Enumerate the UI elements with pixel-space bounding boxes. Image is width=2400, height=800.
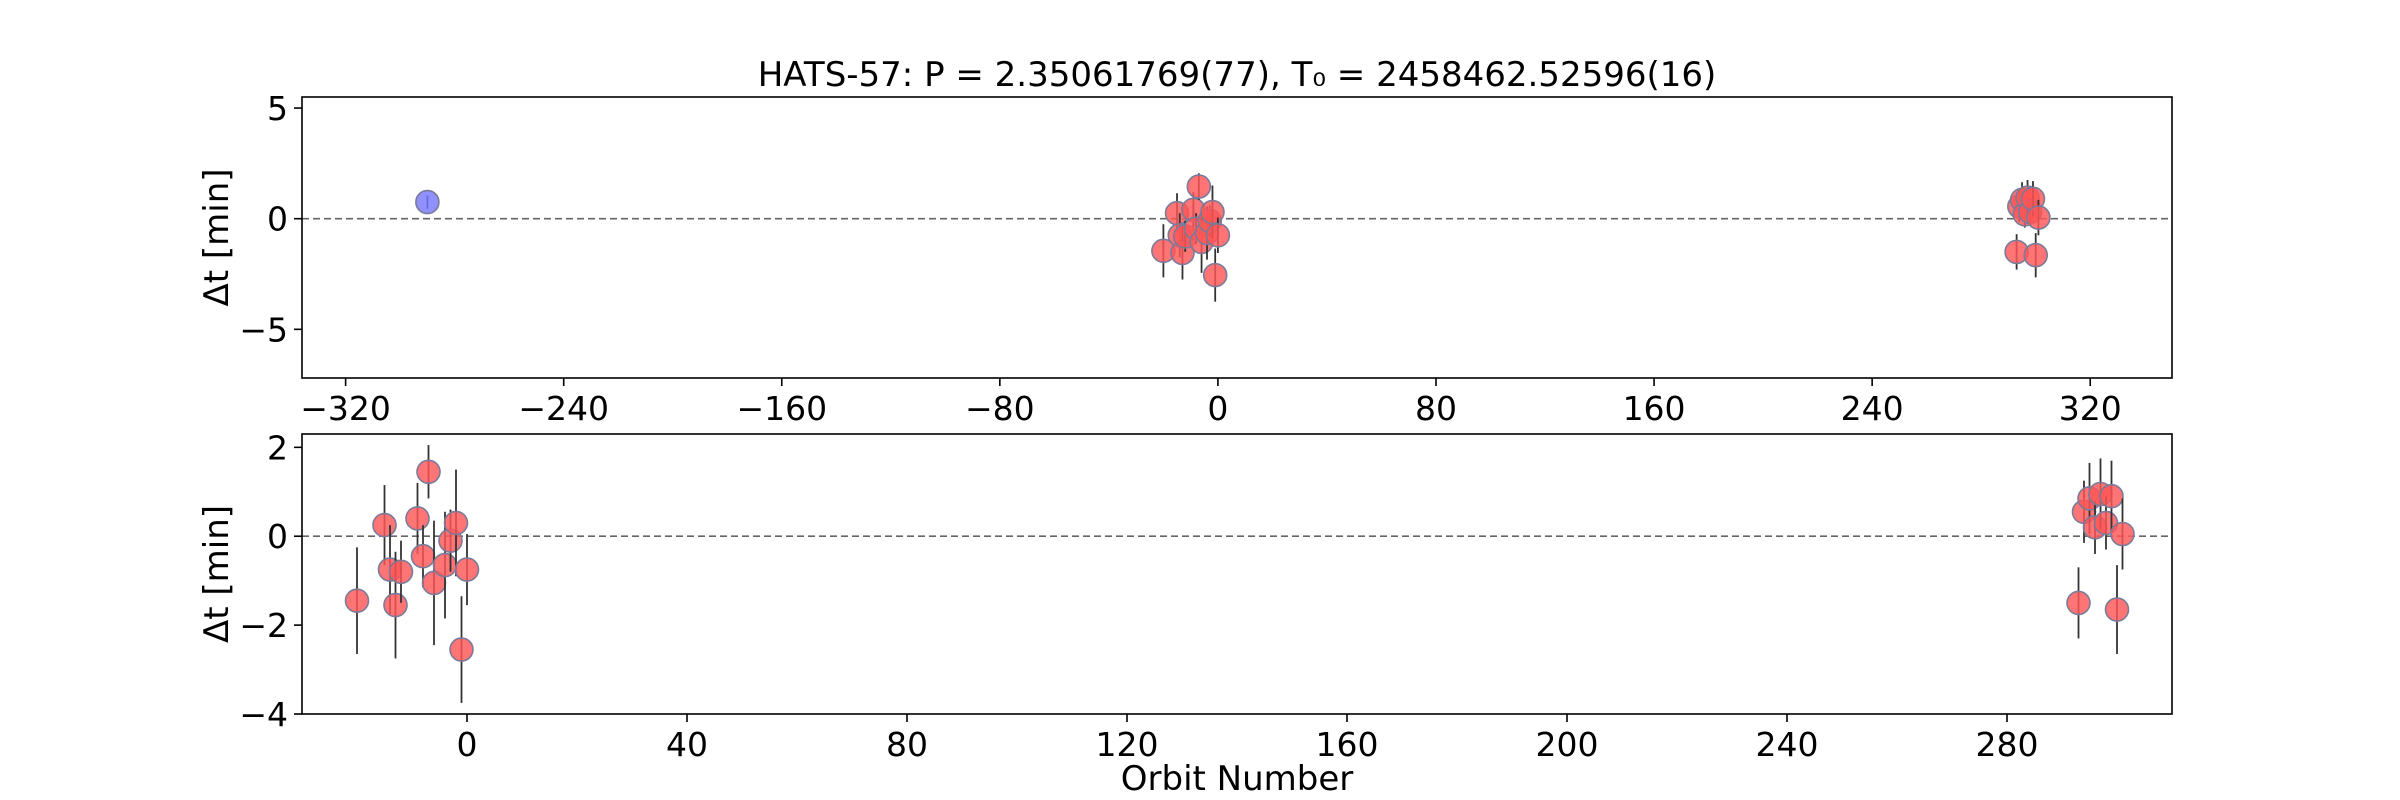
- data-point: [410, 543, 436, 569]
- data-point: [1186, 174, 1212, 199]
- data-point: [405, 506, 430, 531]
- y-tick-label: 0: [267, 517, 288, 556]
- data-point: [2099, 483, 2124, 509]
- data-point: [388, 559, 414, 585]
- x-tick-label: 240: [1756, 725, 1819, 764]
- x-tick-label: 80: [886, 725, 928, 764]
- data-point: [449, 637, 474, 662]
- y-tick-label: −5: [239, 310, 288, 349]
- data-point: [372, 512, 397, 538]
- x-axis-label: Orbit Number: [1121, 759, 1354, 799]
- x-tick-label: −80: [965, 389, 1035, 428]
- x-tick-label: 120: [1096, 725, 1159, 764]
- y-tick-label: 5: [267, 89, 288, 128]
- data-point: [344, 588, 370, 613]
- data-point: [1205, 222, 1231, 248]
- y-axis-label: Δt [min]: [197, 505, 237, 643]
- data-point: [416, 459, 441, 485]
- x-tick-label: 240: [1841, 389, 1904, 428]
- x-tick-label: 160: [1316, 725, 1379, 764]
- data-point: [2104, 597, 2130, 622]
- x-tick-label: −160: [736, 389, 827, 428]
- data-point: [415, 189, 440, 215]
- axes-frame: [301, 433, 2173, 715]
- x-tick-label: 280: [1976, 725, 2039, 764]
- top-panel: −320 −240 −160 −80 0 80 160 240 320 −5 0 5 Δt [min] H…: [197, 55, 2173, 428]
- data-point: [1202, 262, 1228, 288]
- data-point: [432, 552, 458, 578]
- data-point: [2066, 590, 2091, 616]
- bottom-panel: 0 40 80 120 160 200 240 280 −4 −2 0 2 Δt [min] Orbit …: [197, 428, 2173, 799]
- data-point: [454, 557, 480, 582]
- data-point: [383, 592, 408, 618]
- y-axis-label: Δt [min]: [197, 168, 237, 306]
- x-tick-label: 200: [1536, 725, 1599, 764]
- data-point: [2023, 242, 2049, 268]
- x-tick-label: 40: [666, 725, 708, 764]
- data-point: [1200, 199, 1225, 225]
- y-tick-label: −4: [239, 695, 288, 734]
- x-tick-label: 320: [2059, 389, 2122, 428]
- axes-frame: [301, 96, 2173, 379]
- x-tick-label: 0: [1207, 389, 1228, 428]
- x-tick-label: −240: [518, 389, 609, 428]
- data-point: [443, 510, 469, 536]
- y-tick-label: 0: [267, 200, 288, 239]
- x-tick-label: −320: [300, 389, 391, 428]
- x-tick-label: 0: [457, 725, 478, 764]
- y-tick-label: −2: [239, 606, 288, 645]
- chart-title: HATS-57: P = 2.35061769(77), T₀ = 245846…: [758, 55, 1717, 95]
- y-tick-label: 2: [267, 428, 288, 467]
- data-point: [2110, 521, 2135, 547]
- data-point: [2026, 205, 2051, 230]
- x-tick-label: 160: [1623, 389, 1686, 428]
- x-tick-label: 80: [1415, 389, 1457, 428]
